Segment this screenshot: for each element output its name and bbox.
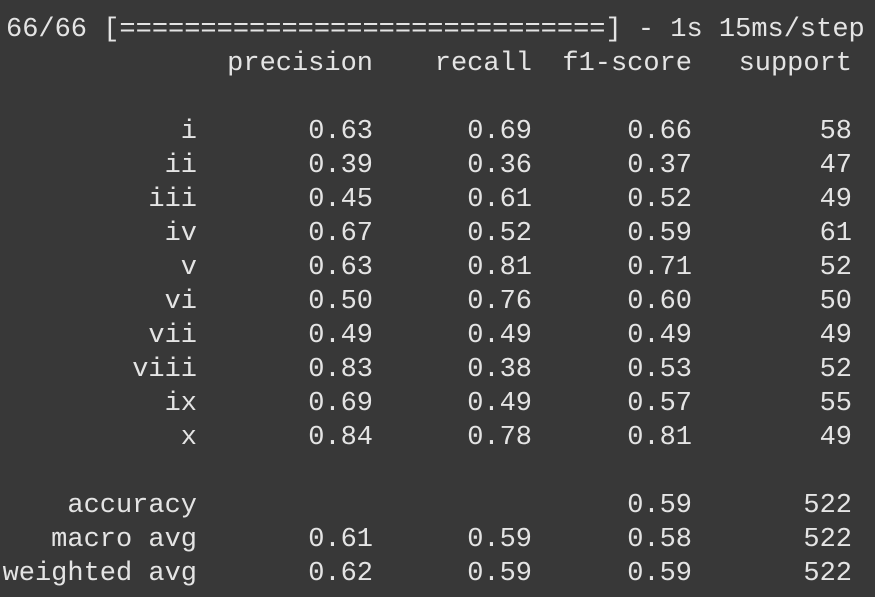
precision-cell: 0.49 (308, 321, 373, 351)
f1-score-cell: 0.57 (627, 389, 692, 419)
precision-cell: 0.63 (308, 117, 373, 147)
support-cell: 50 (820, 287, 852, 317)
row-label: macro avg (51, 525, 197, 555)
precision-cell: 0.61 (308, 525, 373, 555)
support-cell: 49 (820, 423, 852, 453)
progress-line: 66/66 [==============================] -… (6, 15, 865, 45)
row-label: vi (165, 287, 197, 317)
precision-cell: 0.67 (308, 219, 373, 249)
support-cell: 47 (820, 151, 852, 181)
recall-cell: 0.61 (467, 185, 532, 215)
recall-cell: 0.36 (467, 151, 532, 181)
recall-cell: 0.81 (467, 253, 532, 283)
precision-cell: 0.45 (308, 185, 373, 215)
f1-score-cell: 0.71 (627, 253, 692, 283)
support-cell: 58 (820, 117, 852, 147)
f1-score-cell: 0.49 (627, 321, 692, 351)
support-cell: 522 (803, 491, 852, 521)
precision-cell: 0.62 (308, 559, 373, 589)
row-label: x (181, 423, 197, 453)
f1-score-cell: 0.52 (627, 185, 692, 215)
row-label: iv (165, 219, 197, 249)
column-header: precision (227, 49, 373, 79)
f1-score-cell: 0.81 (627, 423, 692, 453)
f1-score-cell: 0.60 (627, 287, 692, 317)
row-label: v (181, 253, 197, 283)
support-cell: 49 (820, 185, 852, 215)
support-cell: 522 (803, 559, 852, 589)
recall-cell: 0.78 (467, 423, 532, 453)
support-cell: 61 (820, 219, 852, 249)
precision-cell: 0.63 (308, 253, 373, 283)
recall-cell: 0.49 (467, 389, 532, 419)
row-label: viii (132, 355, 197, 385)
recall-cell: 0.69 (467, 117, 532, 147)
row-label: i (181, 117, 197, 147)
column-header: f1-score (562, 49, 692, 79)
precision-cell: 0.39 (308, 151, 373, 181)
f1-score-cell: 0.59 (627, 219, 692, 249)
precision-cell: 0.84 (308, 423, 373, 453)
row-label: vii (148, 321, 197, 351)
precision-cell: 0.83 (308, 355, 373, 385)
recall-cell: 0.59 (467, 559, 532, 589)
column-header: support (739, 49, 852, 79)
support-cell: 55 (820, 389, 852, 419)
row-label: weighted avg (3, 559, 197, 589)
f1-score-cell: 0.37 (627, 151, 692, 181)
f1-score-cell: 0.59 (627, 491, 692, 521)
f1-score-cell: 0.59 (627, 559, 692, 589)
recall-cell: 0.52 (467, 219, 532, 249)
support-cell: 49 (820, 321, 852, 351)
recall-cell: 0.76 (467, 287, 532, 317)
recall-cell: 0.49 (467, 321, 532, 351)
row-label: iii (148, 185, 197, 215)
row-label: ix (165, 389, 197, 419)
precision-cell: 0.69 (308, 389, 373, 419)
recall-cell: 0.59 (467, 525, 532, 555)
recall-cell: 0.38 (467, 355, 532, 385)
row-label: ii (165, 151, 197, 181)
support-cell: 52 (820, 355, 852, 385)
column-header: recall (435, 49, 532, 79)
row-label: accuracy (67, 491, 197, 521)
f1-score-cell: 0.53 (627, 355, 692, 385)
f1-score-cell: 0.66 (627, 117, 692, 147)
support-cell: 52 (820, 253, 852, 283)
f1-score-cell: 0.58 (627, 525, 692, 555)
support-cell: 522 (803, 525, 852, 555)
precision-cell: 0.50 (308, 287, 373, 317)
